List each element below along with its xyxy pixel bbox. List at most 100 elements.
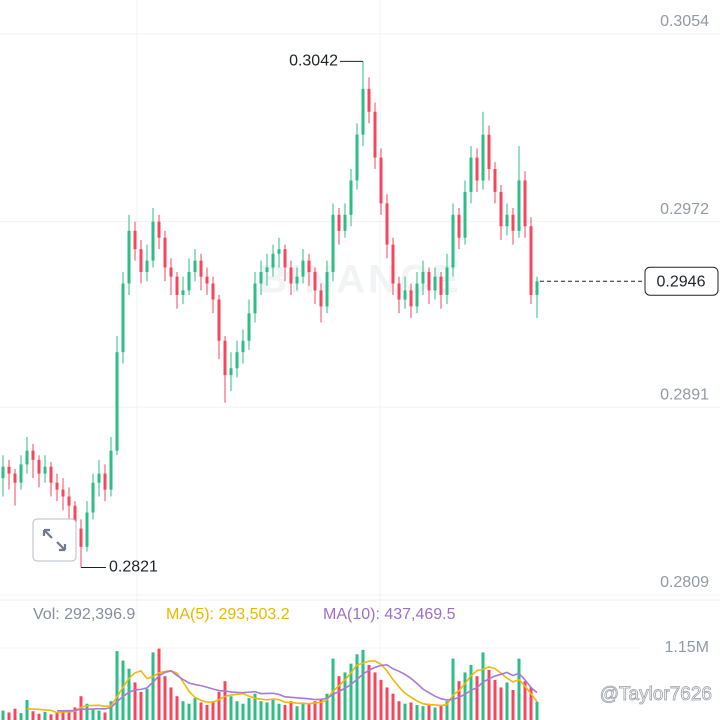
volume-bar (211, 701, 215, 720)
volume-bar (235, 701, 239, 720)
candle-body (229, 368, 233, 376)
candle-body (7, 466, 11, 474)
last-price-box (644, 266, 719, 296)
candle-body (169, 267, 173, 277)
high-label: 0.3042 (289, 53, 338, 70)
candle-body (325, 272, 329, 307)
volume-bar (145, 688, 149, 720)
volume-bar (325, 693, 329, 720)
candle-body (25, 450, 29, 465)
candle-body (475, 157, 479, 181)
volume-bar (247, 698, 251, 720)
volume-bar (367, 664, 371, 720)
candle-body (139, 249, 143, 273)
volume-bar (253, 693, 257, 720)
y-tick-label: 0.2891 (660, 386, 709, 403)
y-tick-label: 0.2809 (660, 574, 709, 591)
volume-bar (37, 713, 41, 720)
volume-bar (49, 714, 53, 720)
last-price-label: 0.2946 (657, 273, 706, 290)
volume-bar (457, 681, 461, 720)
ma-line (56, 664, 538, 712)
volume-legend: Vol: 292,396.9 (33, 606, 135, 623)
candle-body (469, 157, 473, 192)
volume-bar (139, 691, 143, 720)
volume-bar (493, 679, 497, 720)
candle-body (181, 290, 185, 295)
volume-bar (163, 676, 167, 720)
candle-body (55, 482, 59, 490)
volume-bar (463, 672, 467, 720)
candle-body (439, 276, 443, 295)
volume-bar (25, 699, 29, 720)
volume-legend: MA(10): 437,469.5 (323, 606, 456, 623)
candle-body (337, 214, 341, 231)
candle-body (451, 214, 455, 268)
candle-body (217, 299, 221, 341)
candle-body (133, 230, 137, 250)
candle-body (223, 340, 227, 376)
volume-bar (265, 702, 269, 720)
candle-body (187, 272, 191, 291)
expand-button[interactable] (32, 518, 77, 562)
candle-body (121, 283, 125, 353)
candle-body (319, 290, 323, 307)
volume-bar (337, 676, 341, 720)
candle-body (463, 191, 467, 238)
volume-bar (499, 687, 503, 720)
candle-body (313, 272, 317, 291)
candle-body (289, 267, 293, 284)
candle-body (163, 237, 167, 268)
volume-bar (19, 713, 23, 720)
volume-bar (73, 707, 77, 720)
candle-body (253, 283, 257, 314)
volume-bar (421, 706, 425, 720)
volume-bar (451, 658, 455, 720)
volume-bar (481, 652, 485, 720)
candle-body (115, 352, 119, 451)
volume-bar (97, 710, 101, 720)
volume-legend: MA(5): 293,503.2 (166, 606, 290, 623)
candle-body (415, 283, 419, 307)
volume-bar (349, 663, 353, 720)
volume-bar (361, 649, 365, 720)
candle-body (391, 244, 395, 284)
volume-bar (193, 698, 197, 720)
candle-body (31, 450, 35, 460)
candle-body (61, 489, 65, 497)
candle-body (481, 134, 485, 181)
candle-body (367, 88, 371, 112)
candle-body (211, 283, 215, 300)
volume-bar (67, 711, 71, 720)
candle-body (433, 276, 437, 291)
candle-body (151, 221, 155, 261)
candle-body (247, 313, 251, 341)
volume-bar (85, 703, 89, 720)
volume-bar (409, 702, 413, 720)
volume-bar (301, 702, 305, 720)
candle-body (235, 352, 239, 369)
volume-bar (355, 654, 359, 720)
volume-bar (403, 703, 407, 720)
plot: 0.3054 0.2972 0.2891 0.2809 0.3042 0.2821 0.29… (0, 13, 720, 720)
volume-bar (157, 648, 161, 720)
candle-body (19, 464, 23, 483)
watermark: BINANCE (258, 258, 461, 302)
candle-body (301, 260, 305, 277)
volume-bar (175, 696, 179, 720)
volume-bar (475, 676, 479, 720)
candle-body (109, 450, 113, 490)
candle-body (13, 473, 17, 483)
volume-bar (307, 703, 311, 720)
candle-body (241, 340, 245, 353)
candle-body (283, 249, 287, 268)
candle-body (343, 214, 347, 231)
candle-body (517, 180, 521, 231)
candle-body (421, 272, 425, 284)
volume-bar (283, 704, 287, 720)
volume-bar (169, 687, 173, 720)
candle-body (409, 290, 413, 307)
candle-body (277, 249, 281, 254)
candle-body (85, 512, 89, 547)
candle-body (127, 230, 131, 284)
